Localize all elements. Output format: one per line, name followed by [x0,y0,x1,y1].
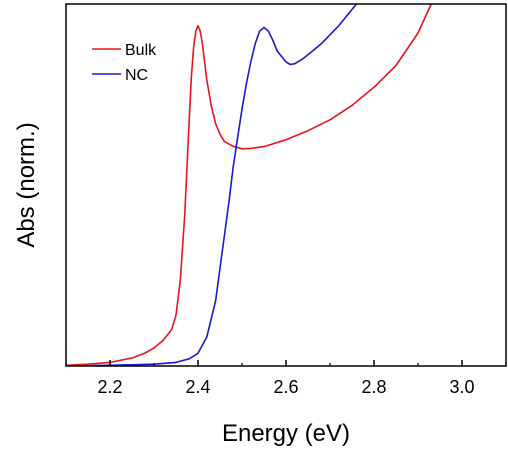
x-tick-label: 3.0 [449,377,474,397]
x-tick-labels: 2.2 2.4 2.6 2.8 3.0 [97,377,474,397]
plot-area [65,3,507,367]
series-line-nc [66,4,358,366]
legend-label-bulk: Bulk [125,42,157,59]
legend: Bulk NC [92,42,157,84]
x-tick-label: 2.8 [361,377,386,397]
x-tick-label: 2.2 [97,377,122,397]
x-axis-title: Energy (eV) [222,420,350,447]
legend-label-nc: NC [125,67,148,84]
x-tick-label: 2.6 [273,377,298,397]
x-tick-label: 2.4 [185,377,210,397]
plot-frame [65,3,507,367]
series-line-bulk [66,4,432,366]
y-axis-title: Abs (norm.) [13,122,40,247]
